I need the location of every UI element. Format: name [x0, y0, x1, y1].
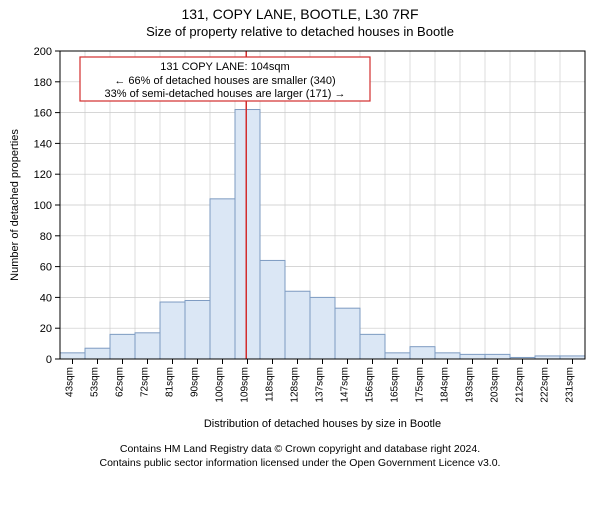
annotation-line-3: 33% of semi-detached houses are larger (… — [105, 88, 346, 100]
histogram-bar — [160, 302, 185, 359]
histogram-bar — [110, 334, 135, 359]
annotation-line-1: 131 COPY LANE: 104sqm — [160, 61, 289, 73]
x-tick-label: 100sqm — [215, 367, 226, 403]
histogram-svg: 0 20 40 60 80 100 120 140 160 180 200 43sqm 53sqm 62s… — [0, 39, 600, 439]
x-tick-label: 203sqm — [490, 367, 501, 403]
x-tick-label: 156sqm — [365, 367, 376, 403]
x-tick-label: 193sqm — [465, 367, 476, 403]
chart-area: 0 20 40 60 80 100 120 140 160 180 200 43sqm 53sqm 62s… — [0, 39, 600, 439]
x-tick-label: 212sqm — [515, 367, 526, 403]
x-tick-label: 222sqm — [540, 367, 551, 403]
svg-text:140: 140 — [34, 138, 52, 150]
histogram-bar — [135, 333, 160, 359]
x-tick-label: 43sqm — [65, 367, 76, 397]
histogram-bar — [185, 300, 210, 359]
histogram-bar — [410, 347, 435, 359]
footer-line-1: Contains HM Land Registry data © Crown c… — [0, 443, 600, 457]
histogram-bar — [260, 260, 285, 359]
x-tick-label: 53sqm — [90, 367, 101, 397]
x-tick-label: 184sqm — [440, 367, 451, 403]
histogram-bar — [435, 353, 460, 359]
histogram-bar — [485, 354, 510, 359]
x-tick-label: 137sqm — [315, 367, 326, 403]
chart-titles: 131, COPY LANE, BOOTLE, L30 7RF Size of … — [0, 6, 600, 39]
x-tick-label: 62sqm — [115, 367, 126, 397]
x-tick-label: 147sqm — [340, 367, 351, 403]
histogram-bar — [335, 308, 360, 359]
annotation-line-2: ← 66% of detached houses are smaller (34… — [114, 75, 335, 87]
x-tick-label: 175sqm — [415, 367, 426, 403]
svg-text:120: 120 — [34, 169, 52, 181]
x-tick-label: 128sqm — [290, 367, 301, 403]
histogram-bar — [60, 353, 85, 359]
histogram-bar — [235, 110, 260, 359]
chart-title-subtitle: Size of property relative to detached ho… — [0, 24, 600, 39]
svg-text:20: 20 — [40, 323, 52, 335]
svg-text:0: 0 — [46, 354, 52, 366]
footer-line-2: Contains public sector information licen… — [0, 457, 600, 471]
histogram-bar — [385, 353, 410, 359]
x-tick-label: 81sqm — [165, 367, 176, 397]
histogram-bar — [360, 334, 385, 359]
x-tick-label: 231sqm — [565, 367, 576, 403]
svg-text:180: 180 — [34, 77, 52, 89]
svg-text:80: 80 — [40, 231, 52, 243]
svg-text:200: 200 — [34, 46, 52, 58]
y-axis-label: Number of detached properties — [9, 129, 21, 281]
svg-text:60: 60 — [40, 262, 52, 274]
svg-text:40: 40 — [40, 292, 52, 304]
x-axis-label: Distribution of detached houses by size … — [204, 418, 441, 430]
histogram-bar — [460, 354, 485, 359]
svg-text:100: 100 — [34, 200, 52, 212]
x-tick-label: 90sqm — [190, 367, 201, 397]
histogram-bar — [285, 291, 310, 359]
chart-title-address: 131, COPY LANE, BOOTLE, L30 7RF — [0, 6, 600, 22]
footer-attribution: Contains HM Land Registry data © Crown c… — [0, 443, 600, 470]
x-tick-label: 165sqm — [390, 367, 401, 403]
histogram-bar — [85, 348, 110, 359]
svg-text:160: 160 — [34, 108, 52, 120]
histogram-bar — [210, 199, 235, 359]
x-tick-label: 109sqm — [240, 367, 251, 403]
x-tick-label: 72sqm — [140, 367, 151, 397]
histogram-bar — [310, 297, 335, 359]
x-tick-label: 118sqm — [265, 367, 276, 402]
